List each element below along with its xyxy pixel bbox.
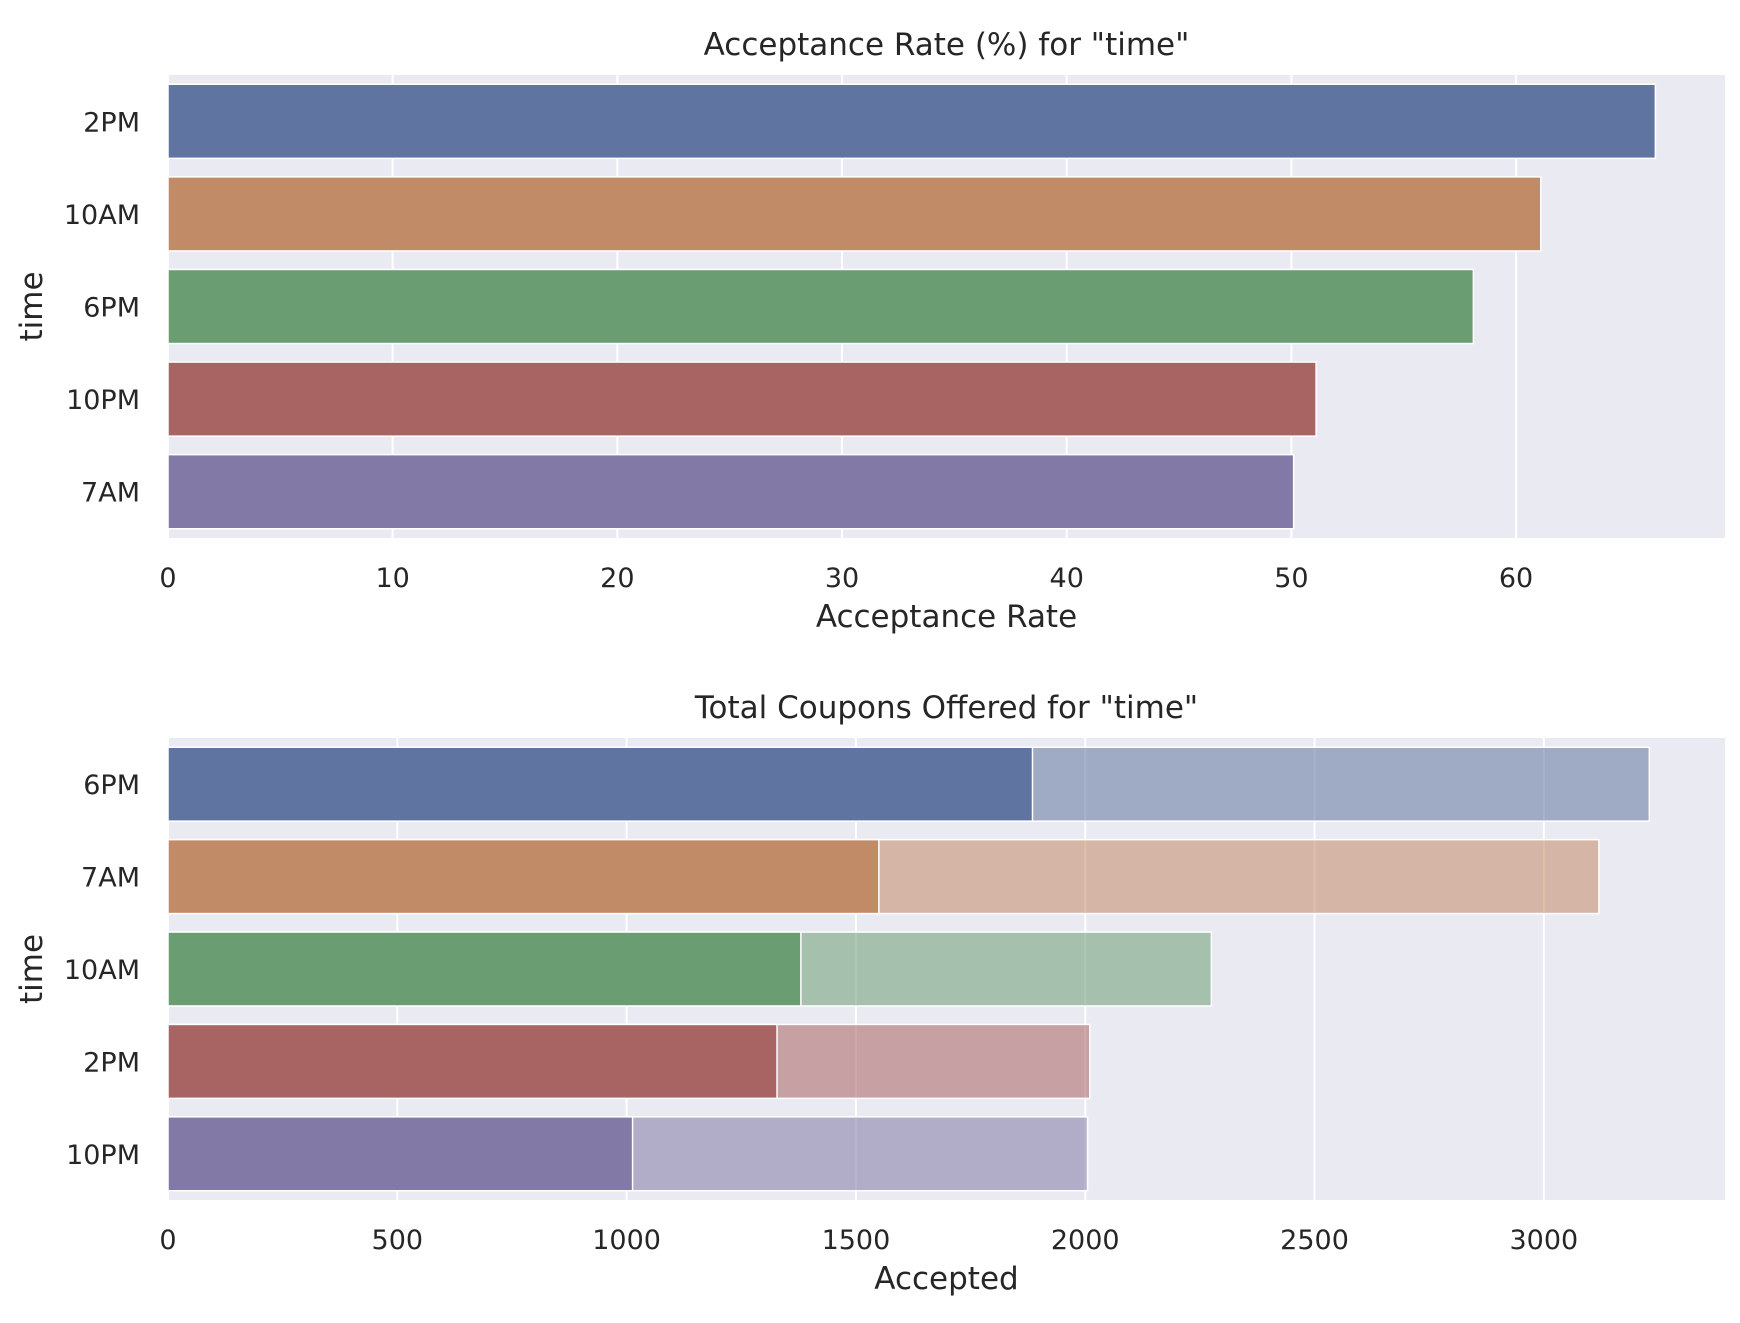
total-coupons-chart: 6PM 7AM 10AM 2PM 10PM 0 500 1000 1500 2000 2500 30… [14, 690, 1725, 1297]
x-tick-label: 30 [825, 563, 859, 594]
bar-accepted-10am [167, 931, 802, 1007]
y-tick-label: 10PM [66, 1140, 140, 1171]
chart-title: Total Coupons Offered for "time" [694, 690, 1198, 726]
x-tick-label: 2000 [1051, 1225, 1120, 1256]
x-tick-label: 60 [1499, 563, 1533, 594]
x-tick-label: 20 [600, 563, 634, 594]
y-tick-labels: 6PM 7AM 10AM 2PM 10PM [64, 770, 140, 1171]
y-tick-label: 6PM [83, 293, 140, 324]
y-tick-label: 10PM [66, 385, 140, 416]
chart-title: Acceptance Rate (%) for "time" [704, 27, 1190, 63]
bar-accepted-2pm [167, 1023, 778, 1100]
y-tick-label: 7AM [81, 863, 140, 894]
x-tick-label: 0 [159, 1225, 176, 1256]
x-tick-label: 10 [375, 563, 409, 594]
bar-accepted-10pm [167, 1116, 634, 1192]
x-axis-label: Accepted [874, 1261, 1018, 1297]
y-tick-label: 6PM [83, 770, 140, 801]
bars [167, 83, 1657, 530]
y-tick-label: 2PM [83, 1047, 140, 1078]
bar-accepted-6pm [167, 746, 1034, 822]
x-tick-labels: 0 500 1000 1500 2000 2500 3000 [159, 1225, 1578, 1256]
y-tick-label: 2PM [83, 107, 140, 138]
bar-2pm [167, 83, 1657, 160]
x-tick-label: 40 [1050, 563, 1084, 594]
y-tick-label: 10AM [64, 200, 140, 231]
y-axis-label: time [14, 271, 50, 341]
bars [167, 746, 1651, 1192]
bar-10am [167, 176, 1542, 252]
y-tick-label: 7AM [81, 478, 140, 509]
bar-accepted-7am [167, 838, 880, 915]
y-tick-label: 10AM [64, 955, 140, 986]
x-tick-label: 0 [159, 563, 176, 594]
y-axis-label: time [14, 934, 50, 1004]
x-tick-label: 2500 [1280, 1225, 1349, 1256]
y-tick-labels: 2PM 10AM 6PM 10PM 7AM [64, 107, 140, 508]
bar-10pm [167, 361, 1317, 437]
x-tick-label: 1000 [592, 1225, 661, 1256]
x-tick-label: 50 [1274, 563, 1308, 594]
bar-6pm [167, 268, 1475, 345]
x-tick-label: 3000 [1509, 1225, 1578, 1256]
x-tick-label: 1500 [822, 1225, 891, 1256]
acceptance-rate-chart: 2PM 10AM 6PM 10PM 7AM 0 10 20 30 40 50 60 Acceptan… [14, 27, 1725, 635]
bar-7am [167, 453, 1295, 530]
x-tick-labels: 0 10 20 30 40 50 60 [159, 563, 1533, 594]
x-tick-label: 500 [372, 1225, 424, 1256]
x-axis-label: Acceptance Rate [816, 599, 1077, 635]
